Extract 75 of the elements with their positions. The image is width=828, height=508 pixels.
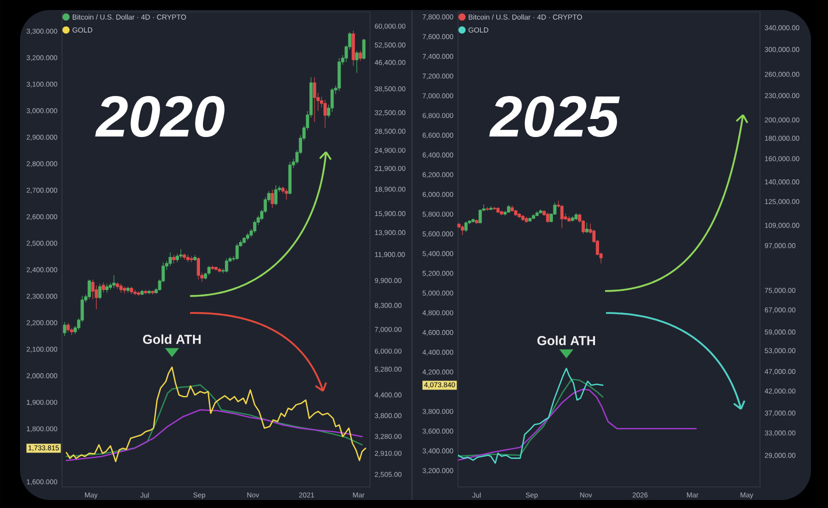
candlestick bbox=[521, 214, 524, 222]
candlestick bbox=[148, 289, 151, 295]
candlestick bbox=[246, 232, 250, 241]
candlestick bbox=[126, 286, 130, 294]
candlestick bbox=[88, 279, 91, 300]
candlestick bbox=[122, 286, 126, 294]
line-series bbox=[458, 378, 604, 457]
candlestick bbox=[492, 206, 496, 210]
candlestick bbox=[570, 216, 574, 222]
candlestick bbox=[362, 38, 366, 60]
line-series bbox=[458, 388, 697, 461]
candlestick bbox=[475, 219, 478, 224]
candlestick bbox=[486, 206, 489, 212]
candlestick bbox=[270, 189, 274, 208]
candlestick bbox=[182, 253, 186, 260]
candlestick bbox=[214, 266, 218, 271]
candlestick bbox=[574, 212, 578, 220]
candlestick bbox=[102, 282, 105, 294]
candlestick bbox=[524, 216, 528, 224]
candlestick bbox=[338, 58, 341, 92]
candlestick bbox=[133, 289, 137, 296]
candlestick bbox=[105, 283, 108, 294]
annotation: Gold ATH bbox=[143, 334, 201, 344]
candlestick bbox=[472, 218, 475, 223]
candlestick bbox=[193, 254, 196, 262]
candlestick bbox=[324, 100, 327, 128]
line-series bbox=[66, 366, 366, 462]
candlestick bbox=[274, 184, 278, 206]
candlestick bbox=[528, 217, 532, 222]
candlestick bbox=[460, 224, 464, 236]
candlestick bbox=[518, 212, 521, 218]
candlestick bbox=[144, 289, 148, 295]
candlestick bbox=[172, 254, 176, 264]
candlestick bbox=[218, 268, 222, 273]
candlestick bbox=[532, 214, 536, 220]
candlestick bbox=[560, 204, 564, 228]
candlestick bbox=[500, 210, 504, 216]
candlestick bbox=[510, 205, 514, 212]
candlestick bbox=[66, 322, 70, 332]
annotation: Gold ATH bbox=[537, 336, 595, 346]
candlestick bbox=[112, 275, 116, 288]
text: 2025 bbox=[489, 96, 620, 138]
line-series bbox=[66, 409, 363, 462]
candlestick bbox=[179, 248, 182, 259]
candlestick bbox=[224, 258, 228, 273]
candlestick bbox=[242, 236, 246, 244]
candlestick bbox=[312, 76, 316, 122]
candlestick bbox=[489, 206, 492, 211]
candlestick bbox=[464, 221, 468, 233]
candlestick bbox=[207, 266, 211, 276]
candlestick bbox=[136, 290, 140, 296]
candlestick bbox=[168, 252, 172, 266]
candlestick bbox=[176, 253, 179, 263]
candlestick bbox=[496, 207, 500, 214]
text: 2020 bbox=[95, 96, 224, 138]
candlestick bbox=[98, 283, 102, 300]
candlestick bbox=[358, 50, 362, 62]
candlestick bbox=[151, 290, 154, 295]
candlestick bbox=[119, 283, 123, 294]
candlestick bbox=[355, 50, 358, 74]
candlestick bbox=[190, 256, 193, 263]
candlestick bbox=[507, 204, 510, 213]
candlestick bbox=[116, 282, 120, 290]
candlestick bbox=[130, 286, 134, 295]
candlestick bbox=[546, 212, 550, 224]
candlestick bbox=[253, 220, 256, 234]
candlestick bbox=[585, 222, 588, 234]
candlestick bbox=[63, 322, 66, 336]
candlestick bbox=[186, 254, 190, 263]
candlestick bbox=[284, 188, 288, 200]
candlestick bbox=[567, 216, 571, 222]
line-series bbox=[66, 384, 363, 458]
candlestick bbox=[535, 210, 539, 216]
candlestick bbox=[352, 30, 355, 66]
candlestick bbox=[514, 210, 518, 216]
